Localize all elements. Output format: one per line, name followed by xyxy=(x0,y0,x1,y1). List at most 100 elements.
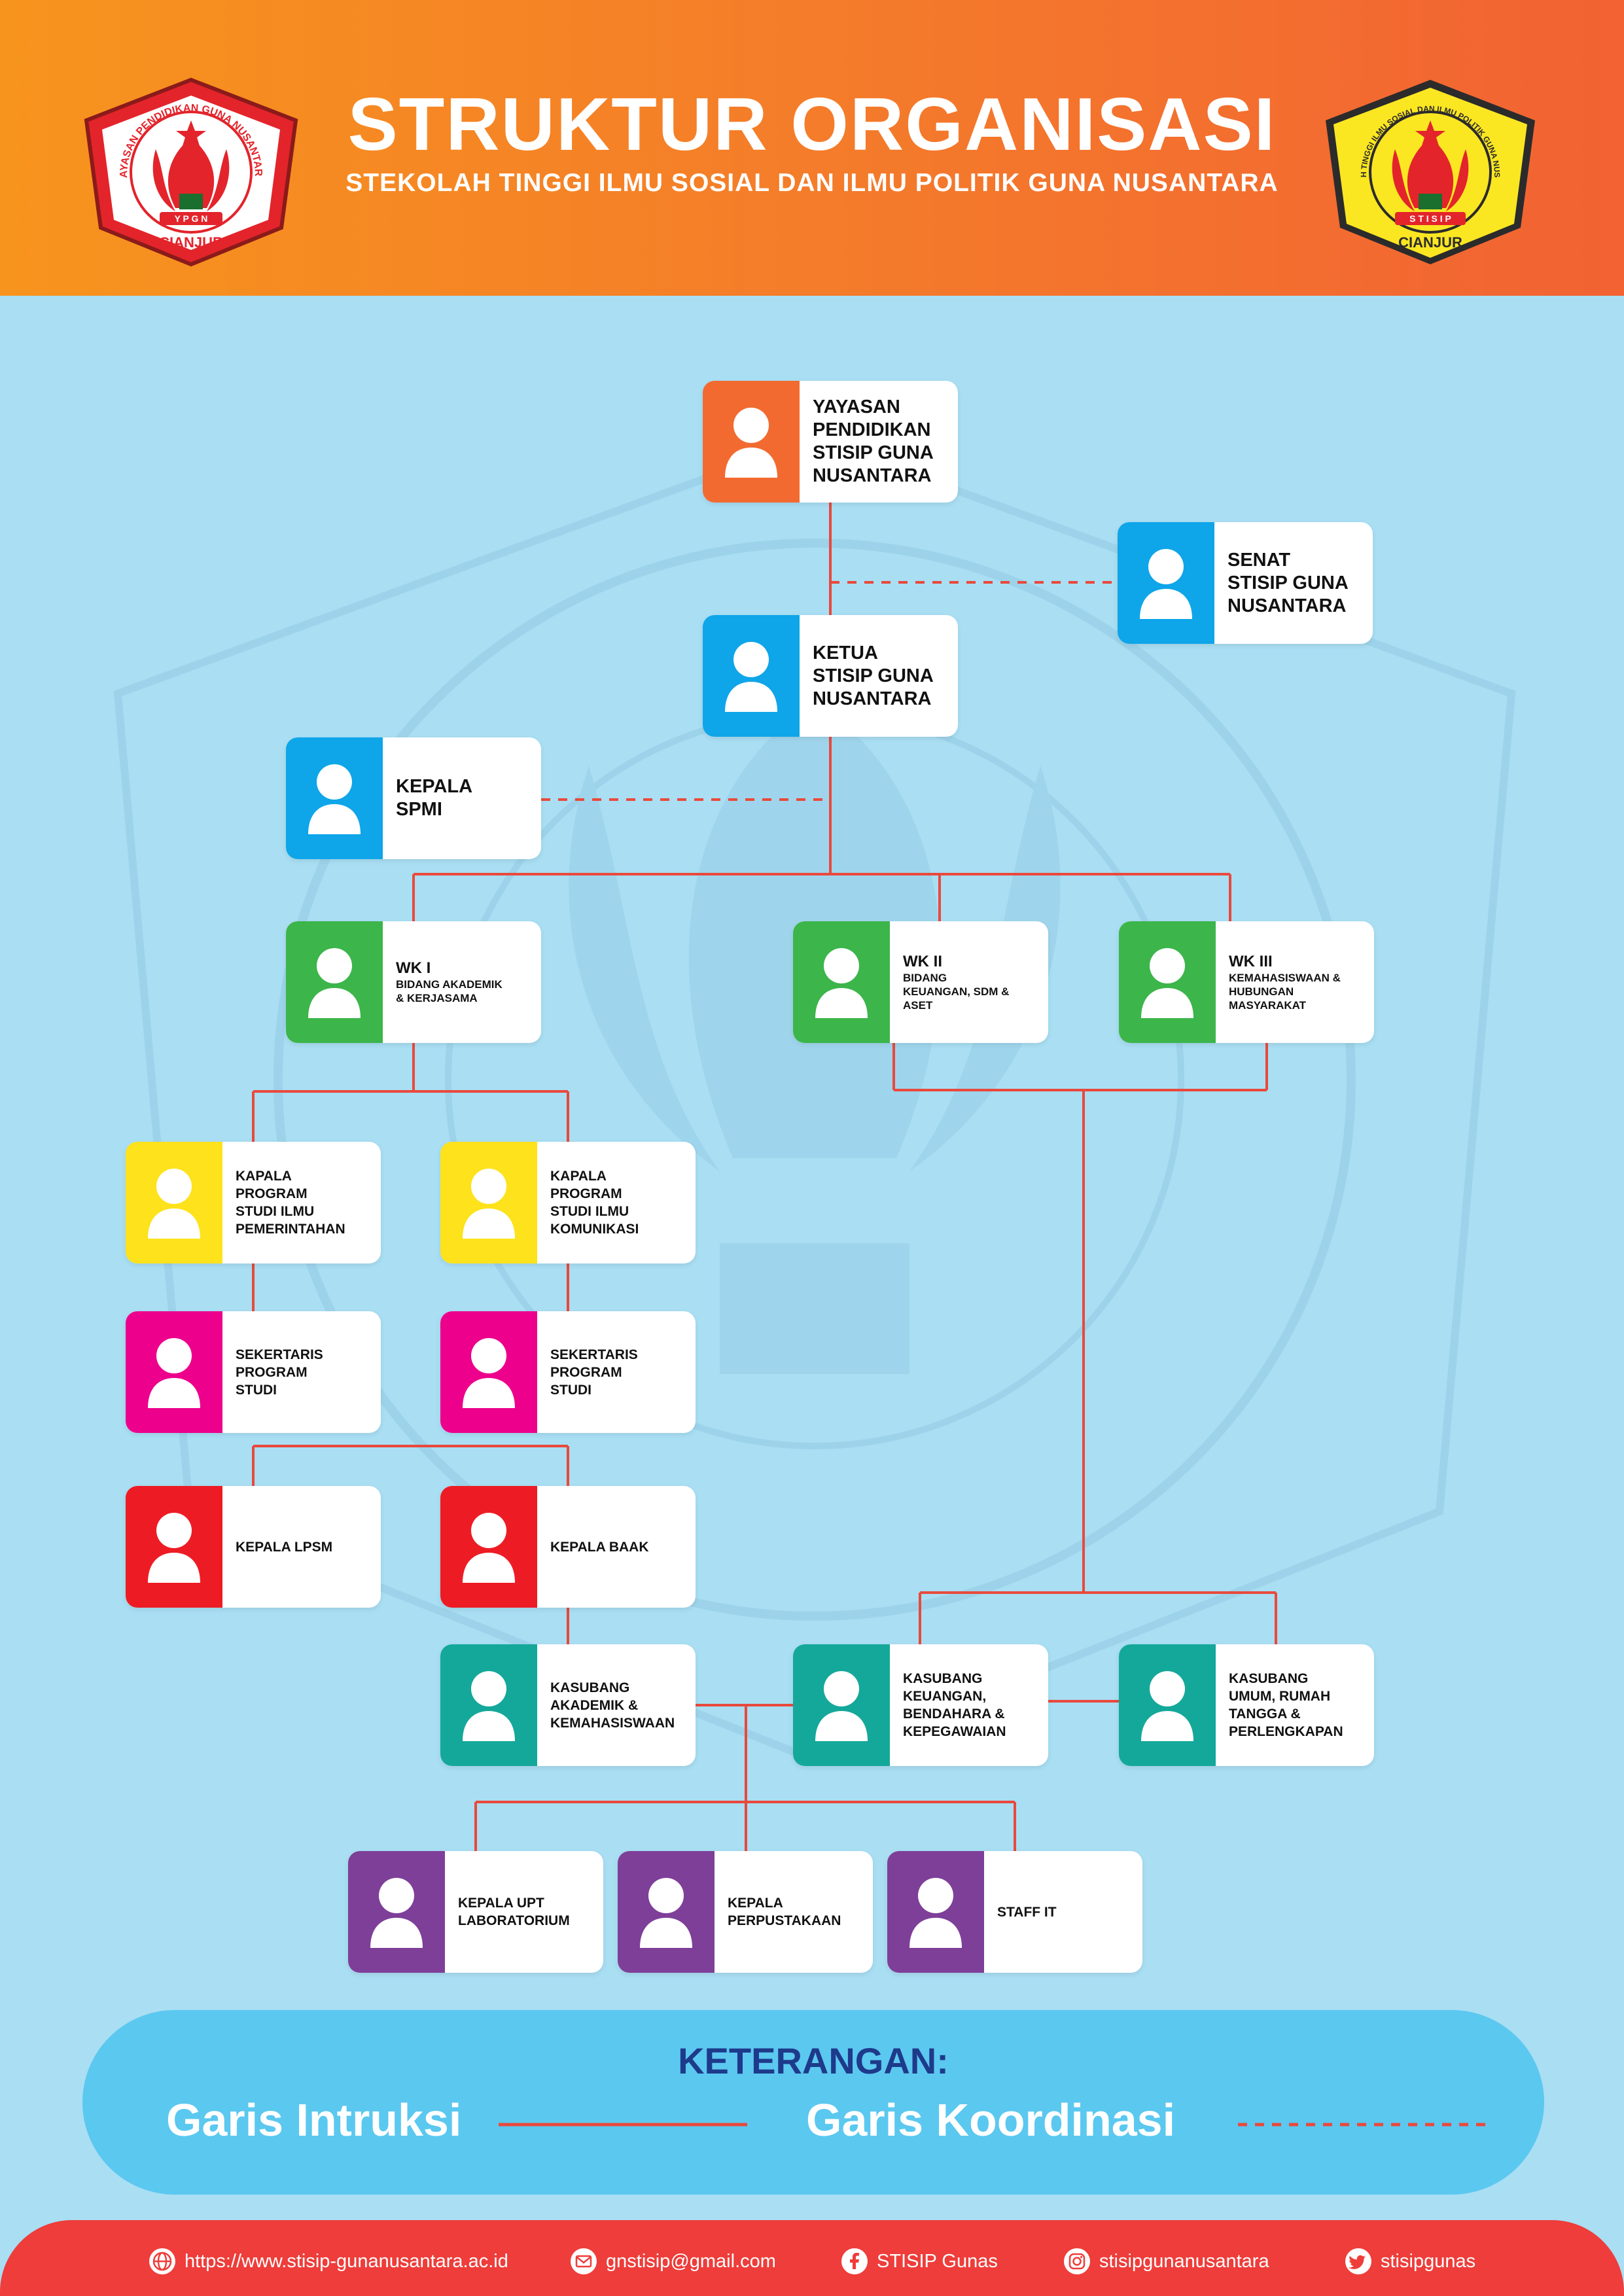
avatar xyxy=(1118,522,1214,644)
node-title: WK I xyxy=(396,959,431,977)
person-icon xyxy=(725,408,777,478)
org-node-ksb-akad: KASUBANG AKADEMIK & KEMAHASISWAAN xyxy=(440,1644,696,1766)
person-icon xyxy=(308,764,361,834)
person-icon xyxy=(463,1513,515,1583)
org-node-sek2: SEKERTARIS PROGRAM STUDI xyxy=(440,1311,696,1433)
node-label: KASUBANG AKADEMIK & KEMAHASISWAAN xyxy=(550,1680,675,1731)
footer-website[interactable]: https://www.stisip-gunanusantara.ac.id xyxy=(148,2246,508,2276)
person-icon xyxy=(463,1338,515,1408)
node-label: KEPALA BAAK xyxy=(550,1539,649,1555)
org-node-yayasan: YAYASAN PENDIDIKAN STISIP GUNA NUSANTARA xyxy=(703,381,958,503)
avatar xyxy=(887,1851,984,1973)
facebook-icon xyxy=(841,2248,868,2274)
person-icon xyxy=(148,1169,200,1239)
legend-solid-line xyxy=(499,2123,747,2127)
node-title: WK III xyxy=(1229,952,1273,970)
org-node-perpus: KEPALA PERPUSTAKAAN xyxy=(618,1851,873,1973)
footer-twitter[interactable]: stisipgunas xyxy=(1344,2246,1475,2276)
org-node-lpsm: KEPALA LPSM xyxy=(126,1486,381,1608)
org-node-upt-lab: KEPALA UPT LABORATORIUM xyxy=(348,1851,603,1973)
avatar xyxy=(126,1486,222,1608)
avatar xyxy=(703,381,800,503)
footer-facebook[interactable]: STISIP Gunas xyxy=(840,2246,998,2276)
node-label: KAPALA PROGRAM STUDI ILMU KOMUNIKASI xyxy=(550,1169,639,1237)
avatar xyxy=(793,1644,890,1766)
org-node-wk2: WK II BIDANG KEUANGAN, SDM & ASET xyxy=(793,921,1048,1043)
avatar xyxy=(703,615,800,737)
person-icon xyxy=(148,1513,200,1583)
node-label: YAYASAN PENDIDIKAN STISIP GUNA NUSANTARA xyxy=(813,397,934,486)
legend-coordination-label: Garis Koordinasi xyxy=(806,2094,1176,2146)
org-node-ksb-umum: KASUBANG UMUM, RUMAH TANGGA & PERLENGKAP… xyxy=(1119,1644,1374,1766)
avatar xyxy=(286,737,383,859)
twitter-icon xyxy=(1345,2248,1371,2274)
org-node-wk1: WK I BIDANG AKADEMIK & KERJASAMA xyxy=(286,921,541,1043)
ypgn-logo: Y P G N CIANJUR YAYASAN PENDIDIKAN GUNA … xyxy=(77,77,298,267)
svg-text:S T I S I P: S T I S I P xyxy=(1409,213,1451,224)
node-label: KEPALA UPT LABORATORIUM xyxy=(458,1896,570,1928)
org-node-kps1: KAPALA PROGRAM STUDI ILMU PEMERINTAHAN xyxy=(126,1142,381,1263)
legend-panel: KETERANGAN: Garis Intruksi Garis Koordin… xyxy=(82,2010,1544,2195)
node-label: KETUA STISIP GUNA NUSANTARA xyxy=(813,642,934,709)
avatar xyxy=(793,921,890,1043)
footer-email[interactable]: gnstisip@gmail.com xyxy=(569,2246,776,2276)
node-title: WK II xyxy=(903,952,942,970)
org-node-ketua: KETUA STISIP GUNA NUSANTARA xyxy=(703,615,958,737)
avatar xyxy=(618,1851,715,1973)
footer-bar: https://www.stisip-gunanusantara.ac.id g… xyxy=(0,2220,1624,2296)
instagram-icon xyxy=(1064,2248,1090,2274)
page-subtitle: STEKOLAH TINGGI ILMU SOSIAL DAN ILMU POL… xyxy=(345,169,1279,197)
svg-text:Y P G N: Y P G N xyxy=(175,213,208,224)
legend-title: KETERANGAN: xyxy=(678,2040,949,2081)
person-icon xyxy=(1141,948,1193,1018)
person-icon xyxy=(909,1878,962,1948)
node-label: KEPALA LPSM xyxy=(236,1539,333,1555)
avatar xyxy=(126,1311,222,1433)
org-node-baak: KEPALA BAAK xyxy=(440,1486,696,1608)
org-node-wk3: WK III KEMAHASISWAAN & HUBUNGAN MASYARAKA… xyxy=(1119,921,1374,1043)
node-label: KEPALA SPMI xyxy=(396,776,473,820)
node-label: KASUBANG UMUM, RUMAH TANGGA & PERLENGKAP… xyxy=(1229,1671,1343,1739)
svg-text:CIANJUR: CIANJUR xyxy=(159,234,223,251)
legend-instruction-label: Garis Intruksi xyxy=(166,2094,462,2146)
stisip-logo: S T I S I P CIANJUR SEKOLAH TINGGI ILMU … xyxy=(1316,77,1535,264)
avatar xyxy=(440,1142,537,1263)
avatar xyxy=(126,1142,222,1263)
page-title: STRUKTUR ORGANISASI xyxy=(347,83,1277,166)
node-subtitle: BIDANG KEUANGAN, SDM & ASET xyxy=(903,971,1010,1012)
avatar xyxy=(1119,921,1216,1043)
footer-instagram[interactable]: stisipgunanusantara xyxy=(1063,2246,1269,2276)
node-label: KAPALA PROGRAM STUDI ILMU PEMERINTAHAN xyxy=(236,1169,345,1237)
person-icon xyxy=(725,642,777,712)
person-icon xyxy=(640,1878,692,1948)
node-label: SEKERTARIS PROGRAM STUDI xyxy=(236,1347,323,1398)
avatar xyxy=(348,1851,445,1973)
avatar xyxy=(286,921,383,1043)
node-label: SEKERTARIS PROGRAM STUDI xyxy=(550,1347,638,1398)
person-icon xyxy=(308,948,361,1018)
globe-icon xyxy=(149,2248,175,2274)
org-node-spmi: KEPALA SPMI xyxy=(286,737,541,859)
avatar xyxy=(440,1644,537,1766)
person-icon xyxy=(1141,1671,1193,1741)
node-subtitle: BIDANG AKADEMIK & KERJASAMA xyxy=(396,978,503,1004)
email-icon xyxy=(571,2248,597,2274)
person-icon xyxy=(463,1169,515,1239)
org-node-ksb-keu: KASUBANG KEUANGAN, BENDAHARA & KEPEGAWAI… xyxy=(793,1644,1048,1766)
person-icon xyxy=(815,1671,868,1741)
node-label: STAFF IT xyxy=(997,1904,1057,1920)
person-icon xyxy=(1140,549,1192,619)
avatar xyxy=(440,1311,537,1433)
org-node-kps2: KAPALA PROGRAM STUDI ILMU KOMUNIKASI xyxy=(440,1142,696,1263)
legend-dashed-line xyxy=(1238,2123,1487,2127)
node-label: SENAT STISIP GUNA NUSANTARA xyxy=(1227,549,1349,616)
person-icon xyxy=(148,1338,200,1408)
avatar xyxy=(440,1486,537,1608)
header-banner: Y P G N CIANJUR YAYASAN PENDIDIKAN GUNA … xyxy=(0,0,1624,296)
org-node-sek1: SEKERTARIS PROGRAM STUDI xyxy=(126,1311,381,1433)
org-node-staff-it: STAFF IT xyxy=(887,1851,1142,1973)
person-icon xyxy=(370,1878,423,1948)
person-icon xyxy=(463,1671,515,1741)
node-label: KASUBANG KEUANGAN, BENDAHARA & KEPEGAWAI… xyxy=(903,1671,1006,1739)
